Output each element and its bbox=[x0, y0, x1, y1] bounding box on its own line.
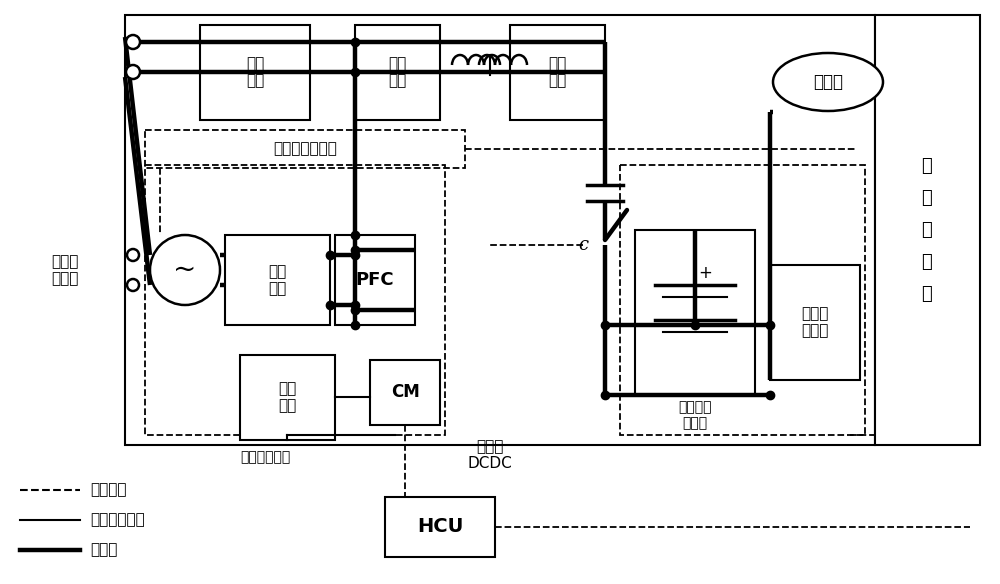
Bar bbox=[200, 25, 310, 120]
Bar bbox=[770, 265, 860, 380]
Text: 直流充: 直流充 bbox=[813, 73, 843, 91]
Circle shape bbox=[127, 249, 139, 261]
Circle shape bbox=[150, 235, 220, 305]
Circle shape bbox=[127, 279, 139, 291]
Bar bbox=[620, 165, 865, 435]
Text: 高压用
电系统: 高压用 电系统 bbox=[801, 306, 829, 338]
Text: 功率线: 功率线 bbox=[90, 543, 117, 558]
Text: 交流充
电接口: 交流充 电接口 bbox=[51, 254, 79, 286]
Bar bbox=[240, 355, 335, 440]
Bar bbox=[875, 15, 980, 445]
Text: 控制信号: 控制信号 bbox=[90, 482, 126, 498]
Text: 斩波
电路: 斩波 电路 bbox=[388, 56, 406, 88]
Text: 整流
电路: 整流 电路 bbox=[548, 56, 566, 88]
Ellipse shape bbox=[773, 53, 883, 111]
Text: c: c bbox=[578, 236, 588, 254]
Text: 纯
电
动
系
统: 纯 电 动 系 统 bbox=[922, 157, 932, 303]
Text: ~: ~ bbox=[173, 256, 197, 283]
Bar bbox=[385, 497, 495, 557]
Bar bbox=[370, 360, 440, 425]
Bar bbox=[635, 230, 755, 395]
Bar bbox=[510, 25, 605, 120]
Circle shape bbox=[126, 65, 140, 79]
Bar bbox=[335, 235, 415, 325]
Text: +: + bbox=[698, 264, 712, 282]
Circle shape bbox=[126, 35, 140, 49]
Text: 隔离式
DCDC: 隔离式 DCDC bbox=[468, 439, 512, 471]
Bar bbox=[145, 165, 445, 435]
Text: PFC: PFC bbox=[356, 271, 394, 289]
Text: 充电确认信号: 充电确认信号 bbox=[240, 450, 290, 464]
Bar bbox=[145, 130, 465, 168]
Text: 电池及管
理系统: 电池及管 理系统 bbox=[678, 400, 712, 430]
Text: 集电杆动作信号: 集电杆动作信号 bbox=[273, 141, 337, 157]
Text: 整流
电路: 整流 电路 bbox=[268, 264, 286, 296]
Text: 低压控制信号: 低压控制信号 bbox=[90, 513, 145, 527]
Text: HCU: HCU bbox=[417, 517, 463, 537]
Bar bbox=[125, 15, 875, 445]
Bar bbox=[225, 235, 330, 325]
Text: CM: CM bbox=[391, 383, 419, 401]
Bar bbox=[355, 25, 440, 120]
Text: 防护
电路: 防护 电路 bbox=[246, 56, 264, 88]
Text: 充电
供电: 充电 供电 bbox=[278, 381, 296, 413]
